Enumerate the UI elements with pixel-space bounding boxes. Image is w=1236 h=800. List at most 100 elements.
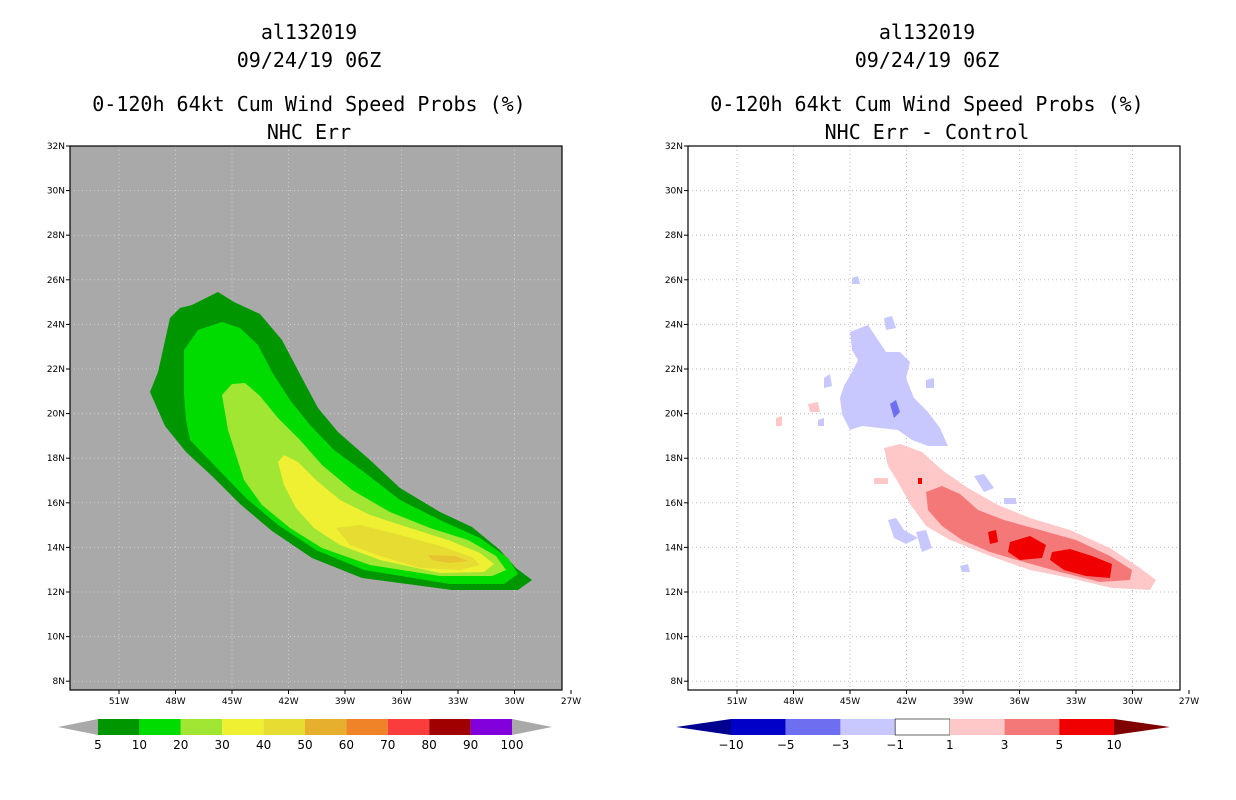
right-colorbar-label: −1	[886, 738, 904, 752]
right-colorbar-over-arrow	[1114, 719, 1170, 735]
left-colorbar-box	[139, 719, 181, 735]
right-lon-tick-label: 27W	[1179, 697, 1199, 707]
right-colorbar-box	[949, 719, 1005, 735]
right-map-ticks: 51W 48W 45W 42W 39W 36W 33W 30W 27W 32N 30N 28N 26N 2…	[665, 142, 1199, 707]
right-lon-tick-label: 51W	[727, 697, 747, 707]
diff-area-plus1-small-2	[874, 478, 888, 484]
right-lat-tick-label: 20N	[665, 410, 683, 420]
right-colorbar-label: 10	[1106, 738, 1121, 752]
left-colorbar-box	[346, 719, 388, 735]
left-colorbar-label: 30	[215, 738, 230, 752]
diff-area-plus5-c	[988, 530, 998, 544]
left-colorbar-box	[387, 719, 430, 735]
right-lat-tick-label: 24N	[665, 320, 683, 330]
diff-area-plus5-b	[1050, 549, 1112, 578]
right-lon-tick-label: 48W	[783, 697, 803, 707]
diff-negative-areas	[818, 276, 1016, 572]
left-colorbar-under-arrow	[58, 719, 98, 735]
diff-area-plus5-d	[918, 478, 922, 484]
right-lat-tick-label: 16N	[665, 499, 683, 509]
left-colorbar-box	[470, 719, 512, 735]
left-colorbar: 5 10 20 30 40 50 60 70 80 90 100	[58, 719, 552, 752]
left-lat-tick-label: 30N	[47, 187, 65, 197]
left-datetime: 09/24/19 06Z	[236, 48, 382, 72]
right-map-frame	[687, 145, 1181, 691]
diff-area-minus5	[890, 400, 900, 418]
right-lat-tick-label: 22N	[665, 365, 683, 375]
right-lat-tick-label: 8N	[671, 677, 683, 687]
diff-area-plus1-small-3	[776, 416, 782, 426]
right-colorbar-box	[1004, 719, 1060, 735]
left-map-ticks: 51W 48W 45W 42W 39W 36W 33W 30W 27W 32N 30N 28N 26N 2…	[47, 142, 581, 707]
right-subtitle: NHC Err - Control	[824, 120, 1030, 144]
diff-area-minus3-9	[818, 418, 824, 426]
diff-area-minus3-4	[852, 276, 860, 284]
right-lon-tick-label: 45W	[840, 697, 860, 707]
right-colorbar-box	[785, 719, 841, 735]
left-colorbar-label: 100	[501, 738, 524, 752]
left-lon-tick-label: 27W	[561, 697, 581, 707]
diff-area-minus3-main	[840, 325, 948, 446]
right-colorbar-label: 5	[1055, 738, 1063, 752]
right-colorbar-label: 3	[1001, 738, 1009, 752]
right-lon-tick-label: 39W	[953, 697, 973, 707]
left-lon-tick-label: 39W	[335, 697, 355, 707]
left-lon-tick-label: 36W	[391, 697, 411, 707]
diff-area-minus3-11	[1004, 498, 1016, 504]
left-colorbar-label: 20	[173, 738, 188, 752]
left-colorbar-label: 60	[339, 738, 354, 752]
right-lon-tick-label: 33W	[1066, 697, 1086, 707]
right-lat-tick-label: 30N	[665, 187, 683, 197]
diff-area-minus3-8	[926, 378, 934, 388]
left-colorbar-label: 5	[94, 738, 102, 752]
right-lat-tick-label: 14N	[665, 543, 683, 553]
right-colorbar-box	[894, 718, 951, 736]
right-lat-tick-label: 32N	[665, 142, 683, 152]
diff-area-minus3-6	[974, 474, 994, 492]
left-colorbar-box	[305, 719, 347, 735]
left-lat-tick-label: 8N	[53, 677, 65, 687]
left-colorbar-label: 40	[256, 738, 271, 752]
right-lon-tick-label: 36W	[1009, 697, 1029, 707]
left-storm-id: al132019	[260, 20, 358, 44]
left-lat-tick-label: 12N	[47, 588, 65, 598]
left-title: 0-120h 64kt Cum Wind Speed Probs (%)	[92, 92, 526, 116]
left-lon-tick-label: 48W	[165, 697, 185, 707]
right-lat-tick-label: 28N	[665, 231, 683, 241]
left-lon-tick-label: 42W	[278, 697, 298, 707]
diff-area-minus3-7	[916, 530, 932, 552]
left-colorbar-label: 50	[297, 738, 312, 752]
right-lat-tick-label: 10N	[665, 633, 683, 643]
diff-area-plus1-small	[808, 402, 820, 412]
prob-band-30	[278, 455, 494, 573]
right-map: 51W 48W 45W 42W 39W 36W 33W 30W 27W 32N 30N 28N 26N 2…	[665, 142, 1199, 707]
right-colorbar-label: 1	[946, 738, 954, 752]
left-lat-tick-label: 22N	[47, 365, 65, 375]
left-colorbar-box	[263, 719, 305, 735]
diff-area-minus3-5	[888, 518, 918, 544]
right-datetime: 09/24/19 06Z	[854, 48, 1000, 72]
prob-band-40-core	[428, 555, 468, 563]
left-lat-tick-label: 26N	[47, 276, 65, 286]
right-colorbar-box	[1059, 719, 1114, 735]
left-lon-tick-label: 30W	[504, 697, 524, 707]
left-lat-tick-label: 18N	[47, 454, 65, 464]
right-colorbar-label: −5	[777, 738, 795, 752]
right-lat-tick-label: 18N	[665, 454, 683, 464]
left-lat-tick-label: 16N	[47, 499, 65, 509]
right-colorbar-label: −10	[718, 738, 743, 752]
left-colorbar-label: 70	[380, 738, 395, 752]
left-colorbar-box	[180, 719, 223, 735]
prob-band-10	[184, 322, 518, 584]
left-lat-tick-label: 24N	[47, 320, 65, 330]
right-map-background	[688, 146, 1180, 690]
left-colorbar-label: 10	[132, 738, 147, 752]
right-colorbar-box	[731, 719, 786, 735]
right-colorbar-under-arrow	[676, 719, 731, 735]
diff-area-minus3-10	[960, 564, 970, 572]
left-lon-tick-label: 51W	[109, 697, 129, 707]
left-map: 51W 48W 45W 42W 39W 36W 33W 30W 27W 32N 30N 28N 26N 2…	[47, 142, 581, 707]
left-colorbar-box	[429, 719, 471, 735]
right-colorbar-box	[840, 719, 896, 735]
